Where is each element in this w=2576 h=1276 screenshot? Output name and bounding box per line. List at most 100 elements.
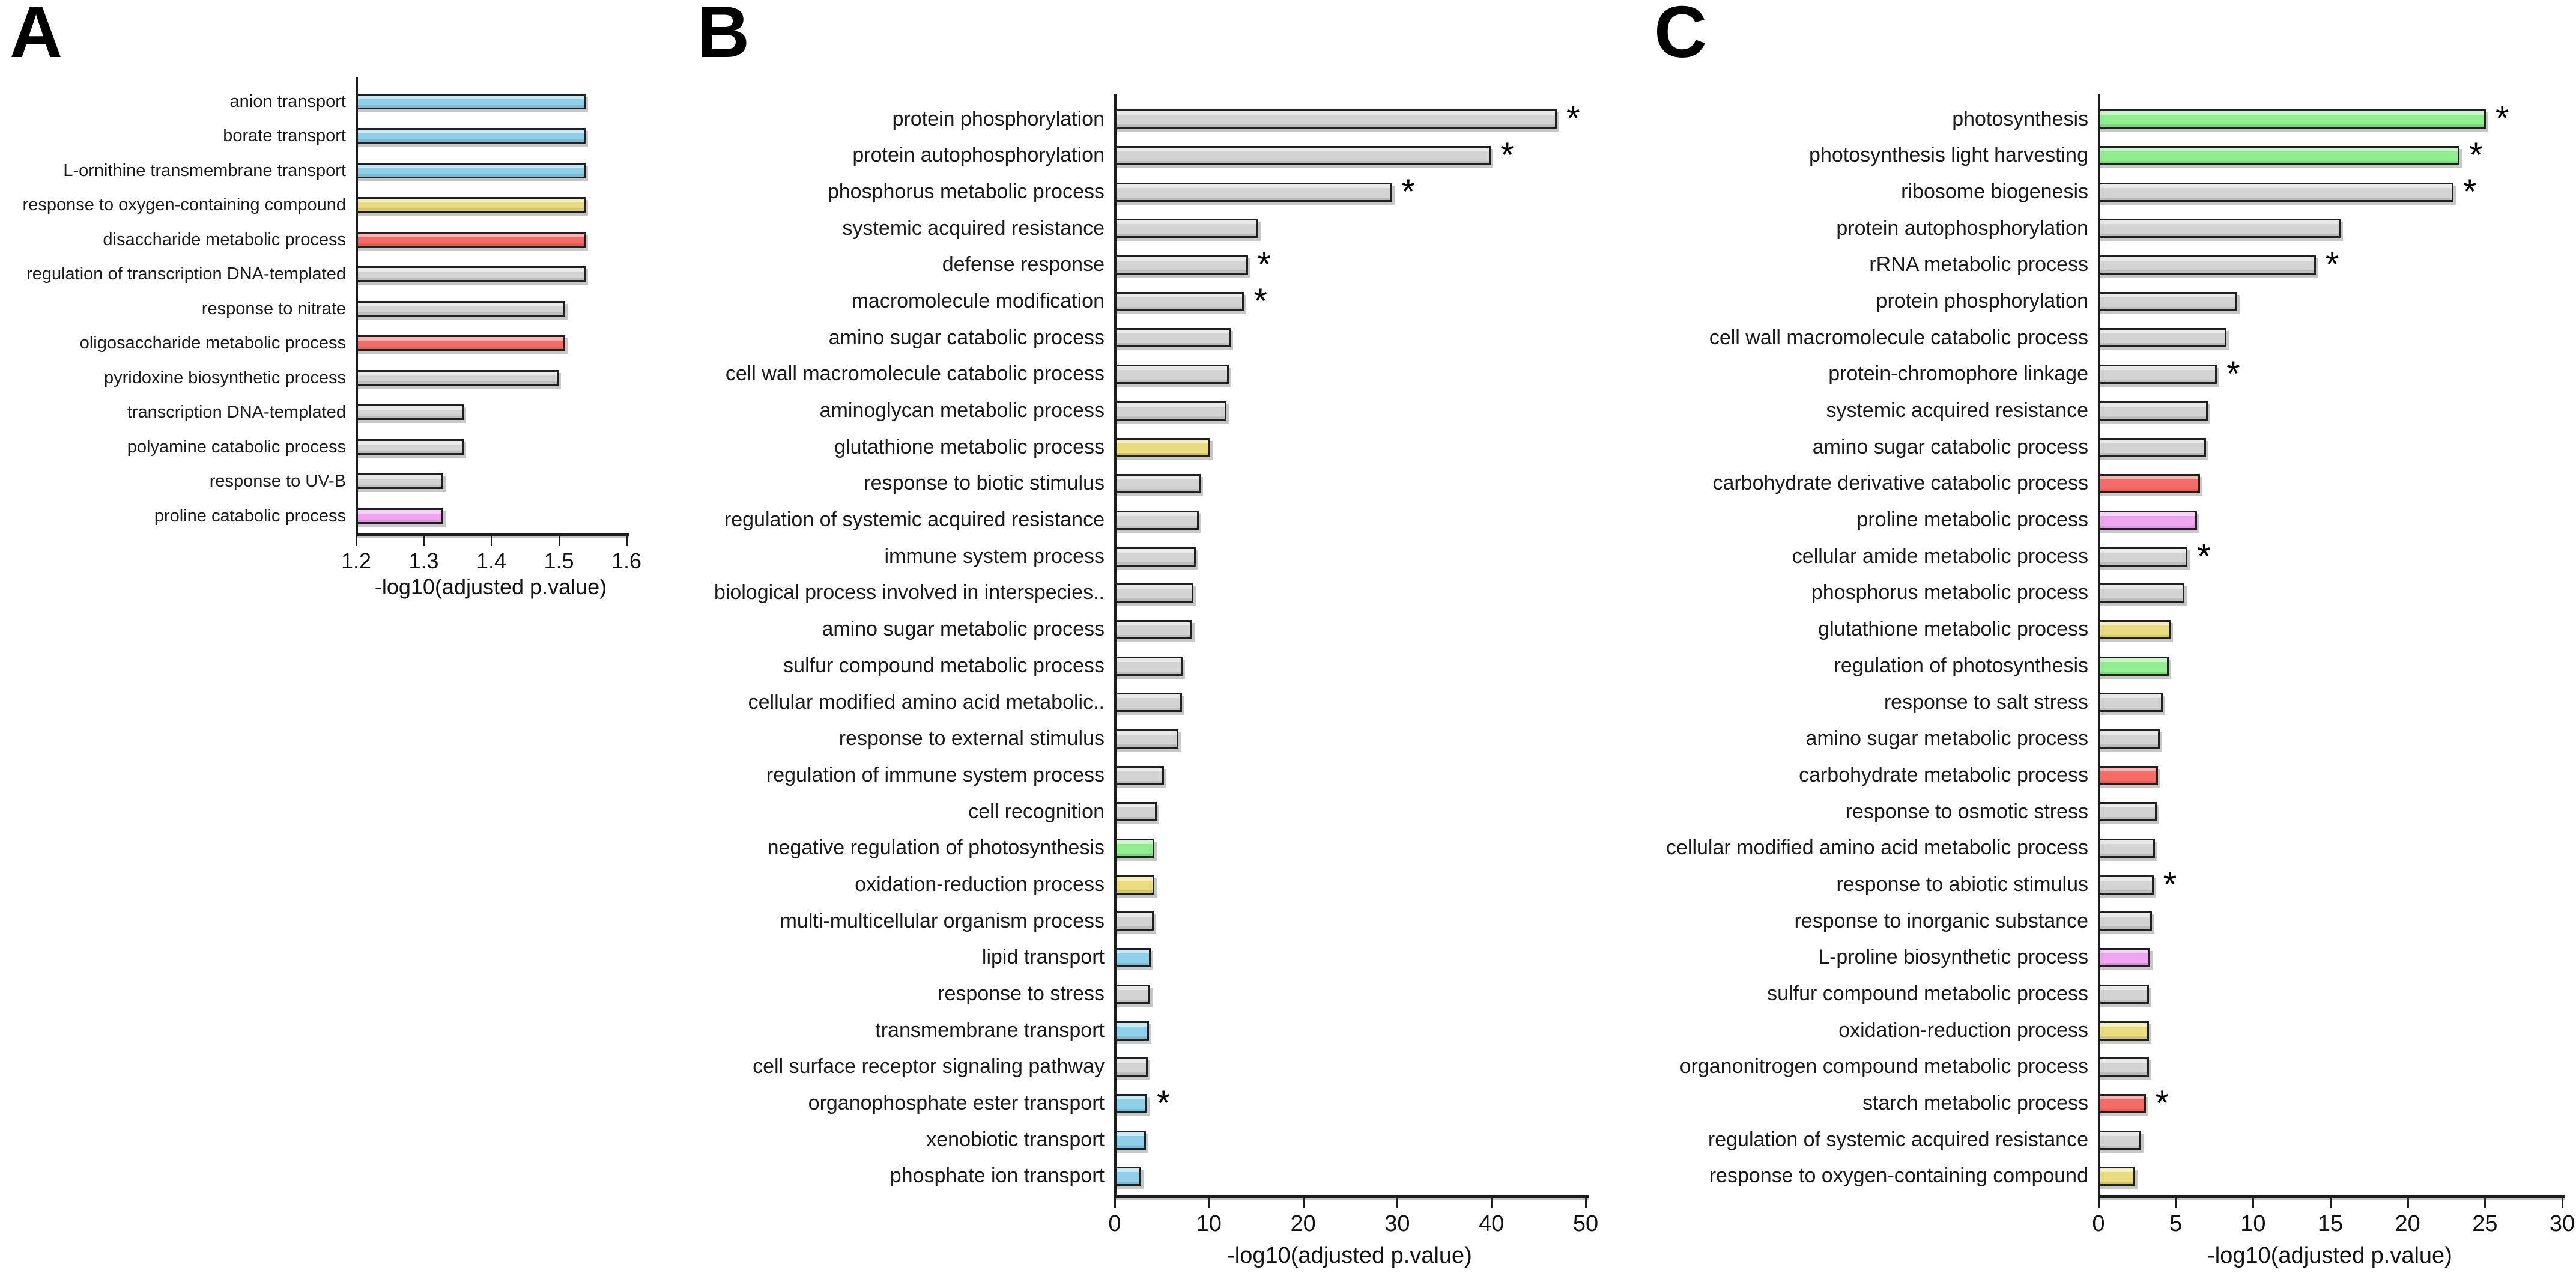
- bar-track: [1114, 830, 1585, 867]
- data-bar: [2098, 437, 2207, 457]
- x-axis-tick-label: 0: [2092, 1211, 2105, 1236]
- data-bar: [1114, 948, 1151, 968]
- bar-track: [2098, 648, 2562, 684]
- category-label: response to osmotic stress: [1845, 800, 2088, 823]
- category-label: amino sugar catabolic process: [1812, 435, 2088, 458]
- bar-row: response to external stimulus: [691, 721, 1585, 758]
- bar-track: [2098, 283, 2562, 320]
- data-bar: [1114, 984, 1150, 1004]
- category-label: phosphorus metabolic process: [1811, 581, 2088, 604]
- bar-row: cell wall macromolecule catabolic proces…: [1646, 320, 2562, 356]
- data-bar: [1114, 1167, 1142, 1186]
- data-bar: [356, 266, 586, 282]
- bar-row: L-proline biosynthetic process: [1646, 940, 2562, 976]
- data-bar: [1114, 510, 1199, 530]
- data-bar: [1114, 182, 1392, 202]
- category-label: regulation of systemic acquired resistan…: [724, 508, 1105, 532]
- data-bar: [1114, 802, 1157, 822]
- data-bar: [356, 473, 444, 490]
- bar-row: anion transport: [0, 84, 626, 119]
- category-label: protein phosphorylation: [892, 107, 1105, 130]
- data-bar: [2098, 911, 2153, 931]
- data-bar: [2098, 328, 2226, 348]
- bar-row: lipid transport: [691, 940, 1585, 976]
- category-label: phosphate ion transport: [889, 1164, 1105, 1188]
- y-axis-line: [2098, 94, 2100, 1195]
- category-label: systemic acquired resistance: [842, 216, 1105, 240]
- bar-track: [356, 395, 626, 430]
- bar-track: [1114, 612, 1585, 648]
- bar-track: [1114, 940, 1585, 976]
- category-label: response to nitrate: [201, 299, 346, 318]
- data-bar: [2098, 255, 2316, 275]
- x-axis-tick: [1114, 1198, 1116, 1208]
- bar-row: aminoglycan metabolic process: [691, 393, 1585, 430]
- bar-track: [356, 464, 626, 499]
- bar-track: [2098, 429, 2562, 466]
- bar-rows: anion transport borate transport L-ornithi…: [0, 84, 626, 533]
- bar-row: systemic acquired resistance: [1646, 393, 2562, 430]
- category-label: protein autophosphorylation: [852, 144, 1105, 167]
- data-bar: [1114, 693, 1182, 712]
- significance-star: *: [2462, 172, 2477, 211]
- bar-track: *: [2098, 172, 2562, 211]
- category-label: cellular modified amino acid metabolic..: [748, 690, 1105, 714]
- bar-track: [1114, 1049, 1585, 1086]
- bar-row: transcription DNA-templated: [0, 395, 626, 430]
- bar-track: [2098, 1049, 2562, 1086]
- data-bar: [2098, 583, 2185, 603]
- x-axis-tick: [423, 536, 425, 546]
- category-label: aminoglycan metabolic process: [819, 399, 1105, 422]
- category-label: cell wall macromolecule catabolic proces…: [1709, 326, 2088, 349]
- bar-row: amino sugar metabolic process: [691, 612, 1585, 648]
- bar-track: [1114, 721, 1585, 758]
- bar-track: *: [1114, 282, 1585, 320]
- panel-a: A anion transport borate transport L-ornit…: [0, 0, 691, 1276]
- data-bar: [2098, 1093, 2146, 1113]
- x-axis-tick-label: 1.4: [476, 548, 507, 573]
- data-bar: [2098, 656, 2169, 676]
- category-label: organonitrogen compound metabolic proces…: [1679, 1055, 2088, 1078]
- bar-track: [2098, 903, 2562, 940]
- bar-row: amino sugar metabolic process: [1646, 721, 2562, 758]
- bar-row: cell surface receptor signaling pathway: [691, 1049, 1585, 1086]
- data-bar: [2098, 109, 2486, 129]
- data-bar: [1114, 911, 1154, 931]
- bar-track: [2098, 830, 2562, 867]
- category-label: response to inorganic substance: [1794, 909, 2088, 932]
- category-label: xenobiotic transport: [926, 1128, 1105, 1151]
- category-label: oligosaccharide metabolic process: [79, 333, 346, 353]
- x-axis-tick-label: 0: [1108, 1211, 1121, 1236]
- bar-row: phosphorus metabolic process: [1646, 575, 2562, 612]
- bar-track: [1114, 356, 1585, 393]
- panel-b-letter: B: [697, 0, 750, 73]
- bar-track: [1114, 429, 1585, 466]
- data-bar: [2098, 948, 2151, 968]
- data-bar: [2098, 1021, 2149, 1041]
- bar-row: negative regulation of photosynthesis: [691, 830, 1585, 867]
- bar-track: [1114, 903, 1585, 940]
- bar-row: protein autophosphorylation: [1646, 210, 2562, 247]
- category-label: response to biotic stimulus: [864, 472, 1105, 495]
- category-label: response to UV-B: [209, 472, 346, 491]
- bar-row: systemic acquired resistance: [691, 210, 1585, 247]
- bar-track: *: [1114, 246, 1585, 284]
- bar-track: *: [1114, 136, 1585, 174]
- x-axis-tick-label: 1.6: [611, 548, 642, 573]
- category-label: carbohydrate derivative catabolic proces…: [1712, 472, 2088, 495]
- data-bar: [1114, 1093, 1147, 1113]
- x-axis-tick-label: 10: [2240, 1211, 2266, 1236]
- x-axis-line: [1114, 1195, 1589, 1198]
- x-axis-tick: [2407, 1198, 2409, 1208]
- category-label: response to external stimulus: [838, 727, 1105, 750]
- bar-track: [1114, 393, 1585, 430]
- bar-track: [2098, 575, 2562, 612]
- data-bar: [1114, 1130, 1147, 1150]
- bar-row: rRNA metabolic process *: [1646, 246, 2562, 284]
- data-bar: [356, 231, 586, 248]
- bar-row: cell wall macromolecule catabolic proces…: [691, 356, 1585, 393]
- bar-track: [2098, 393, 2562, 430]
- bar-track: [2098, 976, 2562, 1013]
- x-axis-tick: [1491, 1198, 1493, 1208]
